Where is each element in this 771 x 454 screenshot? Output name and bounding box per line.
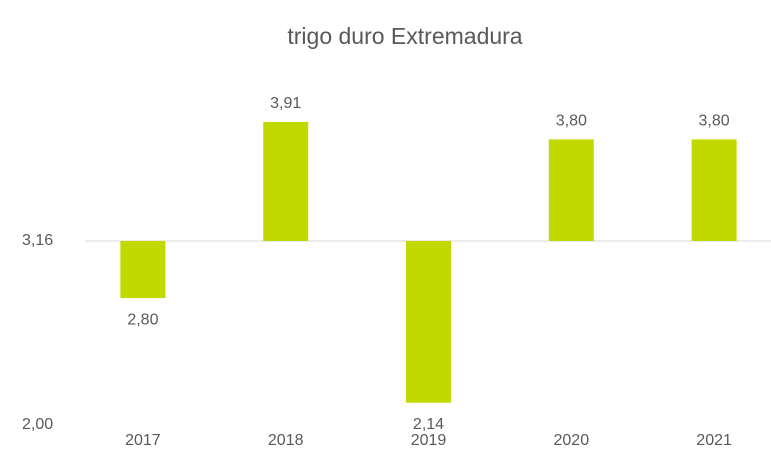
bar — [691, 139, 737, 241]
bar — [263, 121, 309, 241]
data-label: 3,91 — [270, 95, 301, 112]
y-tick-label: 3,16 — [22, 232, 53, 249]
x-tick-label: 2020 — [554, 432, 590, 449]
data-label: 3,80 — [699, 113, 730, 130]
data-label: 3,80 — [556, 113, 587, 130]
x-tick-label: 2018 — [268, 432, 304, 449]
data-label: 2,80 — [127, 311, 158, 328]
bar — [120, 240, 166, 299]
bar — [548, 139, 594, 241]
x-tick-label: 2021 — [696, 432, 732, 449]
data-label: 2,14 — [413, 416, 444, 433]
bar — [406, 240, 451, 403]
chart-title: trigo duro Extremadura — [287, 23, 522, 49]
x-tick-label: 2017 — [125, 432, 161, 449]
x-tick-label: 2019 — [411, 432, 447, 449]
y-tick-label: 2,00 — [22, 416, 53, 433]
